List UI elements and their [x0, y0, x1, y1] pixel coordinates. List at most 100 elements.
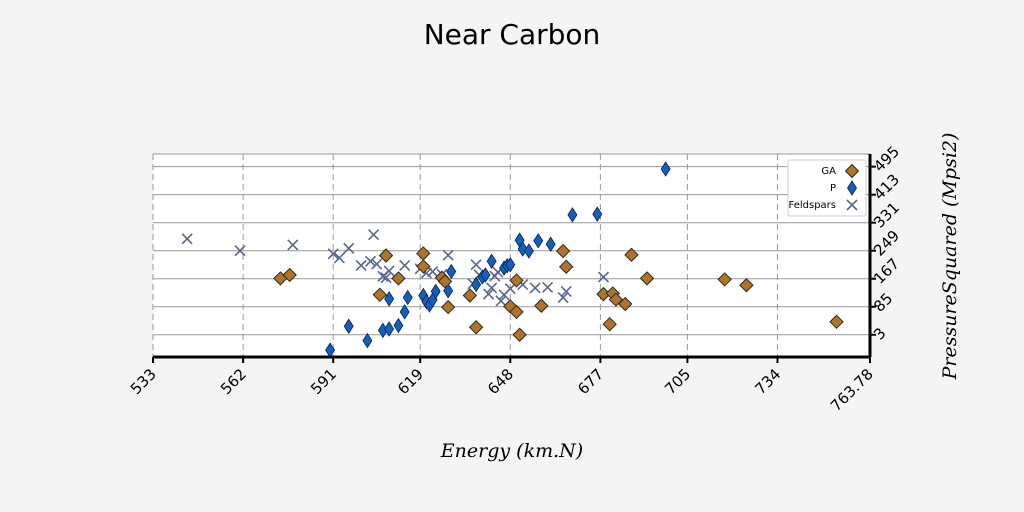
data-point [402, 289, 413, 306]
data-point [355, 259, 367, 271]
data-point [427, 265, 439, 278]
data-point [495, 295, 507, 307]
data-point [482, 288, 495, 300]
data-point [384, 321, 395, 337]
data-point [717, 272, 732, 287]
y-tick-label: 249 [870, 227, 903, 260]
data-point [430, 283, 441, 300]
x-axis-label: Energy (km.N) [440, 440, 583, 462]
grid [152, 153, 870, 357]
data-point [343, 318, 354, 334]
data-point [505, 256, 516, 273]
data-point [509, 304, 524, 320]
x-tick-label: 677 [574, 365, 607, 398]
data-point [602, 316, 617, 332]
data-point [378, 248, 394, 263]
data-point [523, 243, 534, 259]
data-point [470, 259, 482, 271]
data-point [333, 252, 345, 264]
data-point [512, 327, 527, 342]
data-point [343, 242, 355, 254]
data-point [468, 320, 484, 335]
chart-title: Near Carbon [424, 18, 601, 51]
data-point [287, 239, 299, 251]
x-tick-label: 562 [217, 365, 250, 398]
x-tick-label: 619 [394, 365, 427, 398]
data-point [399, 259, 411, 271]
data-point [517, 241, 528, 257]
data-point [608, 292, 624, 307]
data-point [371, 258, 383, 270]
legend-marker [846, 199, 858, 211]
data-point [437, 274, 453, 289]
data-point [416, 259, 431, 274]
data-point [399, 304, 410, 320]
data-point [480, 267, 491, 283]
data-point [545, 236, 556, 252]
x-tick-label: 763.78 [827, 365, 877, 415]
data-point [534, 298, 549, 313]
legend-marker [847, 180, 857, 196]
plot-area [153, 154, 870, 357]
data-point [567, 207, 578, 223]
y-tick-label: 331 [870, 199, 903, 232]
x-tick-label: 705 [661, 365, 694, 398]
data-point [368, 229, 380, 241]
data-point [557, 291, 569, 304]
data-point [442, 249, 454, 261]
data-point [639, 271, 655, 286]
series-p [325, 161, 671, 358]
legend-label: P [830, 183, 836, 194]
data-point [372, 287, 388, 303]
data-point [829, 314, 844, 330]
data-point [504, 283, 516, 295]
y-tick-label: 85 [870, 289, 896, 315]
data-point [560, 285, 572, 297]
data-point [384, 291, 395, 307]
data-point [529, 282, 541, 294]
data-point [597, 271, 610, 283]
data-point [391, 271, 406, 286]
data-point [542, 281, 554, 293]
data-point [327, 248, 339, 260]
data-point [383, 265, 395, 277]
y-tick-label: 3 [870, 324, 889, 343]
data-point [592, 206, 603, 222]
y-tick-label: 495 [870, 142, 903, 175]
data-point [486, 282, 498, 294]
y-tick-label: 413 [870, 171, 903, 204]
data-point [446, 263, 457, 280]
legend-box [787, 159, 867, 217]
data-points [181, 161, 844, 358]
data-point [364, 255, 377, 267]
data-point [462, 288, 478, 303]
x-tick-label: 591 [307, 365, 340, 398]
data-point [559, 259, 574, 274]
data-point [362, 332, 373, 349]
data-point [555, 243, 571, 259]
data-point [393, 317, 404, 334]
legend-label: Feldspars [789, 200, 837, 211]
data-point [282, 267, 297, 283]
data-point [380, 272, 392, 284]
data-point [509, 273, 524, 288]
x-tick-label: 533 [127, 365, 160, 398]
data-point [618, 296, 633, 312]
data-point [533, 233, 544, 249]
x-tick-label: 648 [484, 365, 517, 398]
data-point [471, 276, 482, 293]
y-tick-label: 167 [870, 255, 903, 288]
legend: GA P Feldspars [787, 159, 867, 217]
data-point [234, 245, 246, 257]
data-point [660, 161, 671, 177]
data-point [486, 253, 497, 270]
y-axis-label: PressureSquared (Mpsi2) [939, 133, 961, 381]
series-ga [273, 243, 844, 342]
data-point [624, 247, 639, 263]
series-feldspars [181, 229, 610, 307]
data-point [181, 233, 193, 245]
x-axis-ticks: 533 562 591 619 648 677 705 734 763.78 [127, 357, 877, 415]
